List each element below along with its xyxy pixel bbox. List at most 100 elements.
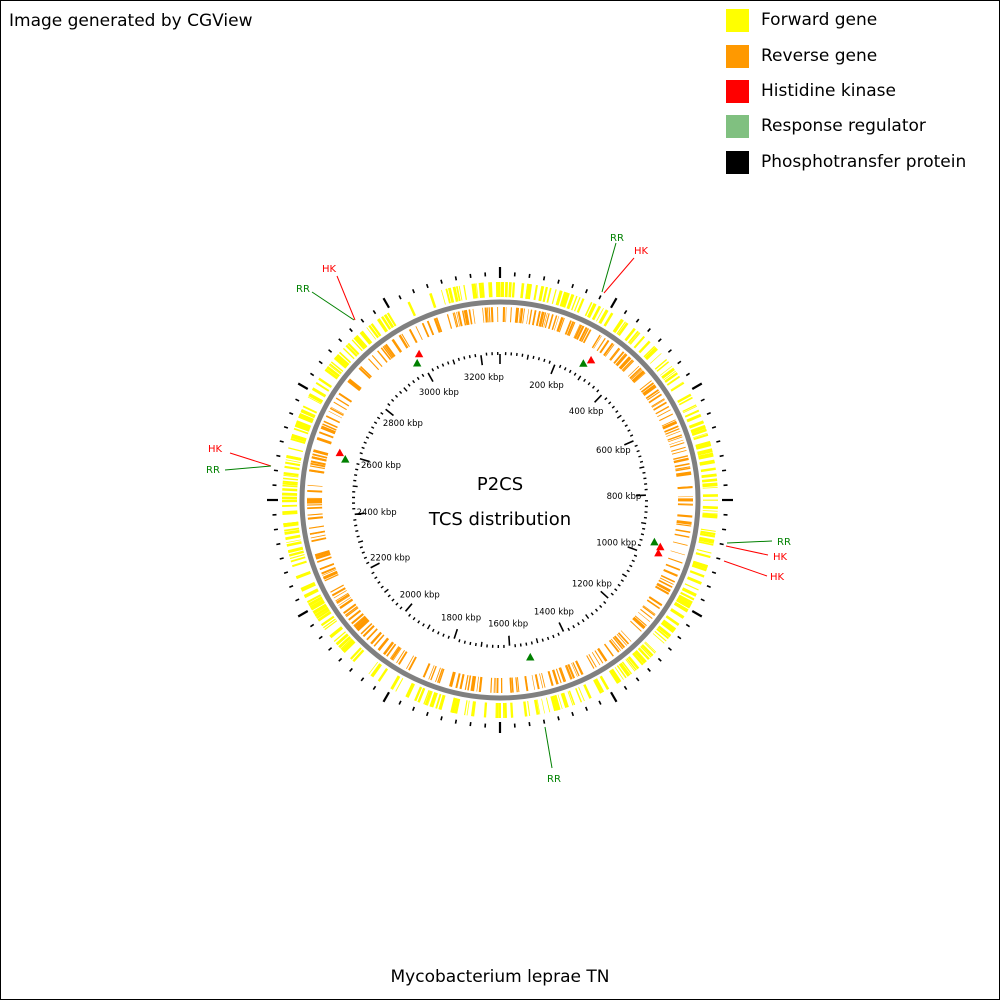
forward-gene-mark <box>471 701 477 717</box>
forward-gene-mark <box>686 413 702 423</box>
outer-tick <box>623 685 628 691</box>
kbp-minor-tick <box>525 642 528 646</box>
callout-leader <box>603 257 635 294</box>
forward-gene-mark <box>674 601 689 612</box>
legend-item-phosphotransfer-protein: Phosphotransfer protein <box>726 150 998 174</box>
outer-tick-ring <box>267 267 733 733</box>
kbp-mid-tick <box>403 387 408 392</box>
kbp-minor-tick <box>365 436 370 439</box>
reverse-gene-mark <box>564 320 572 335</box>
forward-gene-mark <box>351 339 363 352</box>
forward-gene-mark <box>283 522 299 526</box>
forward-gene-mark <box>625 659 636 672</box>
legend-item-histidine-kinase: Histidine kinase <box>726 79 998 103</box>
kbp-minor-tick <box>463 640 466 644</box>
reverse-gene-mark <box>337 595 351 605</box>
reverse-gene-mark <box>612 636 624 650</box>
kbp-mid-tick <box>368 431 374 435</box>
forward-gene-mark <box>334 355 348 368</box>
kbp-minor-tick <box>627 429 631 432</box>
forward-gene-mark <box>478 282 483 298</box>
outer-tick <box>685 372 691 377</box>
forward-gene-mark <box>560 291 566 307</box>
kbp-minor-tick <box>581 618 585 623</box>
reverse-gene-mark <box>396 650 405 664</box>
reverse-gene-mark <box>459 674 465 690</box>
forward-gene-mark <box>304 590 319 599</box>
reverse-gene-mark <box>343 603 357 614</box>
reverse-gene-mark <box>322 423 337 431</box>
outer-tick <box>297 610 309 618</box>
reverse-gene-mark <box>578 327 587 342</box>
reverse-gene-mark <box>320 426 336 435</box>
forward-gene-mark <box>341 639 354 651</box>
kbp-label-800: 800 kbp <box>607 492 642 502</box>
forward-gene-mark <box>644 642 656 654</box>
reverse-gene-mark <box>662 420 677 429</box>
forward-gene-mark <box>466 700 470 716</box>
forward-gene-mark <box>299 412 314 422</box>
reverse-gene-mark <box>322 569 337 576</box>
reverse-gene-mark <box>676 521 692 525</box>
forward-gene-track <box>281 281 719 719</box>
outer-tick <box>647 328 651 333</box>
callout-label: HK <box>322 264 337 275</box>
forward-gene-mark <box>424 690 433 706</box>
reverse-gene-mark <box>617 632 630 645</box>
outer-tick <box>528 721 531 727</box>
reverse-gene-mark <box>464 674 469 690</box>
reverse-gene-mark <box>535 310 541 327</box>
forward-gene-mark <box>481 282 485 298</box>
reverse-gene-mark <box>655 585 670 595</box>
kbp-minor-tick <box>604 397 608 401</box>
reverse-gene-mark <box>307 489 323 493</box>
kbp-minor-tick <box>639 538 643 541</box>
forward-gene-mark <box>670 381 684 391</box>
reverse-gene-mark <box>415 326 423 340</box>
kbp-label-1800: 1800 kbp <box>441 614 481 624</box>
forward-gene-mark <box>458 285 463 301</box>
callout-leader <box>601 242 617 293</box>
forward-gene-mark <box>318 377 333 389</box>
reverse-gene-mark <box>478 676 483 693</box>
forward-gene-mark <box>663 370 677 381</box>
kbp-minor-tick <box>391 398 395 402</box>
reverse-gene-mark <box>360 365 372 378</box>
forward-gene-mark <box>312 603 327 614</box>
forward-gene-mark <box>329 626 344 639</box>
kbp-minor-tick <box>355 530 359 533</box>
kbp-minor-tick <box>573 372 577 376</box>
reverse-gene-mark <box>596 337 606 352</box>
reverse-gene-mark <box>315 552 331 560</box>
response-regulator-marker <box>650 537 659 546</box>
outer-tick <box>360 677 365 682</box>
forward-gene-mark <box>295 570 311 578</box>
callout-label: HK <box>634 246 649 257</box>
reverse-gene-mark <box>531 675 536 690</box>
forward-gene-mark <box>353 337 365 350</box>
forward-gene-mark <box>471 283 476 299</box>
kbp-minor-tick <box>594 608 599 612</box>
reverse-gene-mark <box>398 335 408 349</box>
organism-name: Mycobacterium leprae TN <box>390 967 610 987</box>
forward-gene-mark <box>661 367 675 379</box>
kbp-minor-tick <box>416 376 420 381</box>
reverse-gene-mark <box>640 382 654 393</box>
reverse-gene-mark <box>551 669 559 685</box>
reverse-gene-mark <box>490 677 493 693</box>
legend-label-phosphotransfer-protein: Phosphotransfer protein <box>761 152 967 172</box>
forward-gene-mark <box>371 663 382 678</box>
reverse-gene-mark <box>366 628 378 641</box>
reverse-gene-mark <box>348 609 362 621</box>
kbp-minor-tick <box>596 389 600 393</box>
reverse-gene-mark <box>316 556 332 563</box>
forward-gene-mark <box>430 692 438 708</box>
kbp-label-3200: 3200 kbp <box>464 373 504 383</box>
kbp-minor-tick <box>377 581 381 584</box>
forward-gene-mark <box>696 549 712 554</box>
reverse-gene-mark <box>311 537 327 543</box>
reverse-gene-mark <box>648 596 663 607</box>
kbp-minor-tick <box>447 361 450 365</box>
kbp-mid-tick <box>357 540 364 544</box>
outer-tick <box>297 382 309 390</box>
